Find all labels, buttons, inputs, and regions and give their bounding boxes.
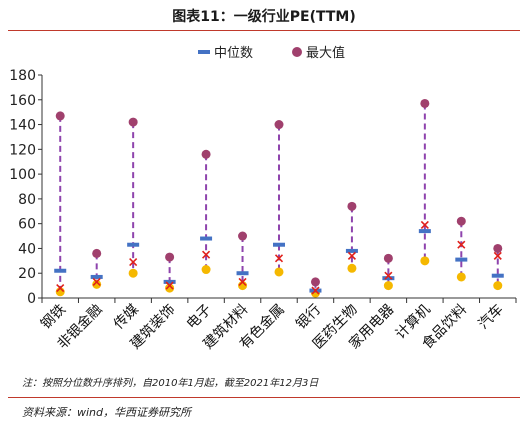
x-stroke: [420, 220, 429, 229]
max-point: [128, 117, 138, 127]
median-bar: [418, 229, 431, 234]
legend-median-swatch: [198, 50, 210, 54]
current-x-mark: [493, 251, 502, 260]
chart-marks: [54, 98, 504, 298]
title-rule: [8, 30, 520, 31]
max-point: [420, 98, 430, 108]
y-tick-label: 160: [9, 93, 36, 109]
category-label: 银行: [293, 302, 324, 333]
median-bar: [200, 236, 213, 241]
median-bar: [345, 248, 358, 253]
median-bar: [90, 274, 103, 279]
current-x-mark: [165, 281, 174, 290]
data-source: 资料来源：wind，华西证券研究所: [22, 406, 192, 419]
category-label: 电子: [184, 302, 215, 333]
max-point: [274, 120, 284, 130]
max-point: [201, 149, 211, 159]
chart-note: 注：按照分位数升序排列，自2010年1月起，截至2021年12月3日: [22, 378, 319, 389]
min-point: [128, 268, 138, 278]
x-stroke: [384, 271, 393, 280]
category-label: 传媒: [111, 302, 142, 333]
x-stroke: [274, 254, 284, 263]
min-point: [493, 281, 503, 291]
max-point: [165, 252, 175, 262]
max-point: [310, 277, 320, 287]
median-bar: [163, 279, 176, 284]
legend-max-swatch: [292, 47, 302, 57]
y-tick-label: 0: [27, 291, 36, 307]
median-bar: [491, 273, 504, 278]
chart-title: 图表11：一级行业PE(TTM): [172, 9, 356, 25]
x-stroke: [165, 281, 174, 290]
min-point: [383, 281, 393, 291]
max-point: [92, 248, 102, 258]
y-tick-label: 140: [9, 118, 36, 134]
y-tick-label: 100: [9, 167, 36, 183]
max-point: [238, 231, 248, 241]
y-tick-label: 60: [18, 217, 36, 233]
current-x-mark: [56, 284, 65, 293]
x-stroke: [457, 240, 466, 249]
current-x-mark: [347, 251, 356, 260]
current-x-mark: [274, 254, 284, 263]
median-bar: [382, 276, 395, 281]
max-point: [493, 243, 503, 253]
x-stroke: [92, 277, 101, 286]
x-stroke: [129, 258, 138, 267]
min-point: [201, 265, 211, 275]
min-point: [420, 256, 430, 266]
median-bar: [455, 257, 468, 262]
median-bar: [54, 268, 67, 273]
y-tick-label: 80: [18, 192, 36, 208]
max-point: [383, 253, 393, 263]
x-stroke: [493, 251, 502, 260]
y-tick-label: 20: [18, 266, 36, 282]
category-label: 钢铁: [38, 302, 69, 333]
min-point: [274, 267, 284, 277]
current-x-mark: [238, 277, 247, 286]
current-x-mark: [92, 277, 101, 286]
min-point: [347, 263, 357, 273]
median-bar: [127, 242, 140, 247]
median-bar: [236, 271, 249, 276]
x-stroke: [311, 286, 320, 295]
y-tick-label: 120: [9, 142, 36, 158]
max-point: [456, 216, 466, 226]
max-point: [347, 201, 357, 211]
legend-median-label: 中位数: [214, 46, 253, 61]
current-x-mark: [129, 258, 138, 267]
category-label: 汽车: [475, 301, 507, 333]
current-x-mark: [311, 286, 320, 295]
min-point: [165, 283, 175, 293]
current-x-mark: [457, 240, 466, 249]
max-point: [55, 111, 65, 121]
current-x-mark: [202, 250, 211, 259]
current-x-mark: [384, 271, 393, 280]
legend-max-label: 最大值: [306, 45, 345, 61]
x-stroke: [202, 250, 211, 259]
y-tick-label: 180: [9, 68, 36, 84]
median-bar: [273, 242, 285, 247]
min-point: [92, 279, 102, 289]
y-tick-label: 40: [18, 241, 36, 257]
x-stroke: [238, 277, 247, 286]
source-rule: [8, 397, 520, 398]
x-stroke: [56, 284, 65, 293]
min-point: [456, 272, 466, 282]
current-x-mark: [420, 220, 429, 229]
x-stroke: [347, 251, 356, 260]
legend: 中位数 最大值: [198, 45, 345, 61]
